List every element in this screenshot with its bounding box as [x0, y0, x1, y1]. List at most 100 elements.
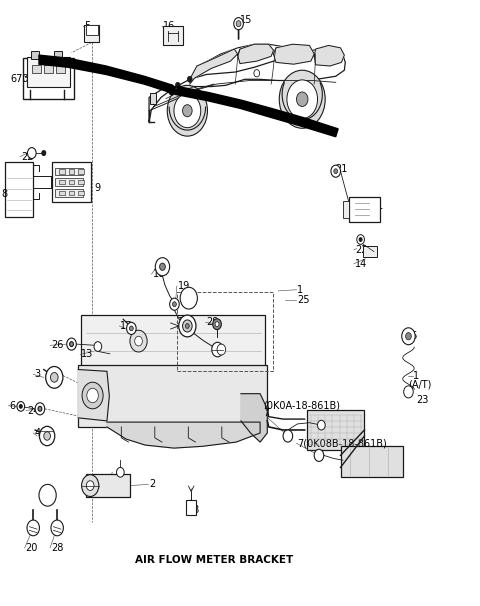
Text: 15: 15 [240, 15, 252, 25]
Text: 1: 1 [413, 370, 420, 381]
Bar [177, 292, 273, 371]
Bar [44, 65, 53, 73]
Circle shape [27, 520, 39, 536]
Circle shape [174, 94, 201, 128]
Text: 23: 23 [416, 395, 429, 405]
Circle shape [159, 263, 165, 270]
Circle shape [279, 70, 325, 128]
Bar [52, 162, 91, 202]
Bar [4, 162, 33, 216]
Circle shape [402, 328, 415, 345]
Text: A: A [186, 294, 192, 302]
Text: 21: 21 [336, 164, 348, 174]
Polygon shape [149, 49, 345, 122]
Circle shape [117, 467, 124, 477]
Bar [85, 25, 97, 35]
Circle shape [44, 432, 50, 440]
Text: 3: 3 [34, 369, 40, 379]
Bar [81, 315, 265, 367]
Text: 16: 16 [163, 21, 176, 31]
Circle shape [17, 402, 24, 411]
Circle shape [38, 407, 42, 411]
Circle shape [94, 342, 102, 351]
Circle shape [179, 315, 196, 337]
Circle shape [87, 388, 98, 403]
Bar [56, 65, 65, 73]
Text: 25: 25 [405, 331, 418, 341]
Bar [32, 65, 41, 73]
Polygon shape [238, 44, 274, 64]
Bar [55, 168, 84, 175]
Circle shape [175, 82, 180, 88]
Text: 13: 13 [81, 350, 93, 359]
Circle shape [314, 449, 324, 461]
Circle shape [46, 367, 63, 388]
Text: 8: 8 [1, 189, 8, 199]
Bar [27, 57, 70, 87]
Circle shape [127, 322, 136, 335]
Polygon shape [39, 55, 173, 93]
Bar [69, 169, 74, 173]
Bar [78, 365, 267, 427]
Circle shape [39, 484, 56, 506]
Circle shape [331, 165, 340, 177]
Bar [24, 58, 74, 99]
Text: 18: 18 [188, 505, 201, 514]
Text: 6700: 6700 [10, 75, 35, 84]
Circle shape [185, 324, 189, 328]
Circle shape [359, 238, 362, 241]
Text: 12: 12 [178, 318, 190, 327]
Text: 19: 19 [178, 281, 190, 291]
Text: 14: 14 [355, 259, 367, 268]
Bar [363, 246, 377, 257]
Circle shape [35, 403, 45, 415]
Circle shape [67, 338, 76, 350]
Circle shape [187, 76, 192, 82]
Circle shape [19, 405, 22, 408]
Circle shape [406, 333, 411, 340]
Text: 9: 9 [94, 183, 100, 193]
Bar [186, 500, 196, 515]
Bar [69, 190, 74, 195]
Bar [78, 169, 84, 173]
Circle shape [86, 481, 94, 490]
Bar [59, 179, 65, 184]
Circle shape [213, 319, 221, 330]
Circle shape [236, 21, 241, 27]
Text: 17: 17 [120, 321, 133, 331]
Circle shape [404, 386, 413, 398]
Circle shape [217, 344, 226, 355]
Circle shape [287, 80, 318, 119]
Bar [78, 190, 84, 195]
Circle shape [297, 92, 308, 107]
Text: 11: 11 [372, 201, 384, 211]
Bar [59, 169, 65, 173]
Bar [307, 410, 364, 450]
Circle shape [168, 85, 176, 95]
Circle shape [130, 326, 133, 331]
Bar [78, 179, 84, 184]
Polygon shape [241, 394, 267, 442]
Circle shape [215, 322, 219, 327]
Circle shape [180, 287, 197, 309]
Text: A: A [45, 491, 50, 500]
Bar [150, 93, 156, 104]
Circle shape [182, 105, 192, 117]
Text: 26: 26 [51, 341, 63, 350]
Polygon shape [190, 49, 238, 84]
Text: 22: 22 [21, 152, 33, 162]
Bar [343, 201, 349, 218]
Bar [349, 196, 380, 222]
Circle shape [50, 373, 58, 382]
Bar [340, 445, 403, 477]
Text: 4: 4 [34, 428, 40, 438]
Circle shape [357, 235, 364, 244]
Circle shape [82, 474, 99, 496]
Circle shape [172, 302, 176, 307]
Circle shape [156, 258, 169, 276]
Circle shape [334, 169, 337, 173]
Bar [31, 52, 39, 59]
Text: AIR FLOW METER BRACKET: AIR FLOW METER BRACKET [135, 555, 293, 565]
Circle shape [318, 421, 325, 430]
Circle shape [70, 342, 73, 347]
